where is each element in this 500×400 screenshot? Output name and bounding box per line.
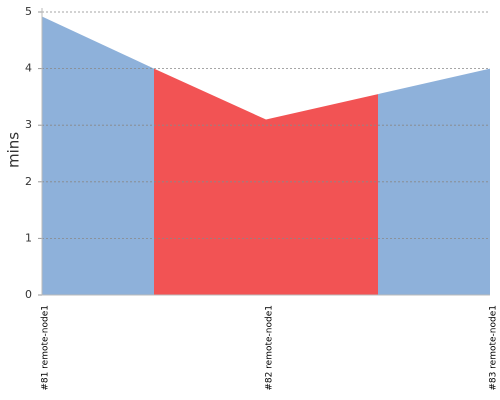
x-tick-label: #81 remote-node1 xyxy=(41,305,51,391)
y-tick-label: 1 xyxy=(25,231,32,244)
y-tick-label: 4 xyxy=(25,62,32,75)
x-tick-label: #83 remote-node1 xyxy=(489,305,499,391)
area-segment xyxy=(42,16,154,295)
y-tick-label: 3 xyxy=(25,118,32,131)
x-tick-label: #82 remote-node1 xyxy=(265,305,275,391)
area-segment xyxy=(266,94,378,295)
y-tick-label: 5 xyxy=(25,5,32,18)
y-axis-label: mins xyxy=(5,132,23,168)
y-tick-label: 2 xyxy=(25,175,32,188)
y-tick-label: 0 xyxy=(25,288,32,301)
